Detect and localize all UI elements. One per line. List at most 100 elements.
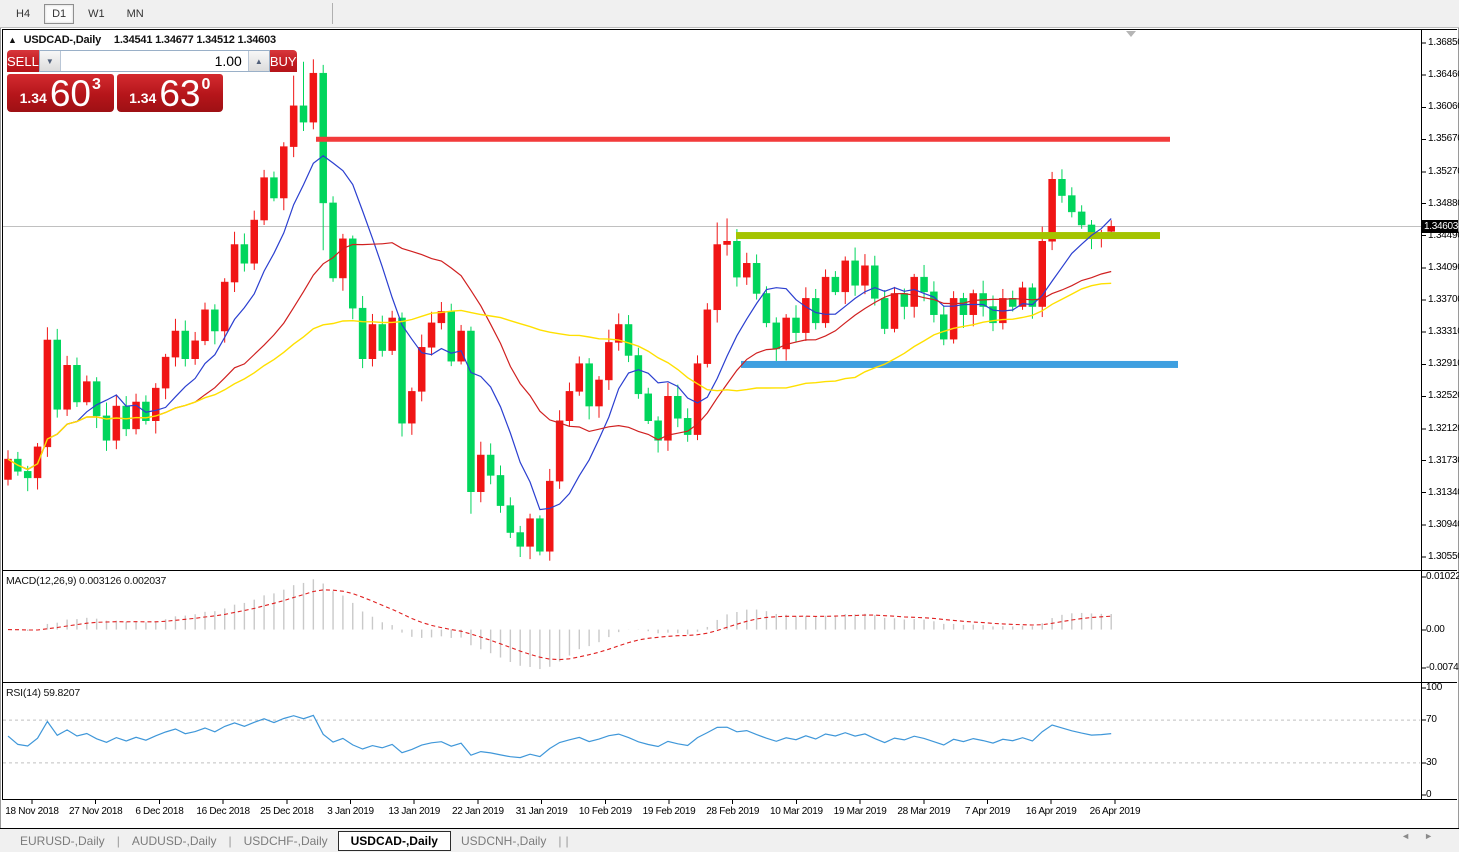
timeframe-button-w1[interactable]: W1 bbox=[88, 7, 105, 20]
buy-button-label: BUY bbox=[269, 53, 297, 69]
date-axis-label: 25 Dec 2018 bbox=[260, 806, 314, 817]
moving-average-line bbox=[7, 155, 1112, 511]
date-axis-label: 19 Feb 2019 bbox=[642, 806, 696, 817]
rsi-indicator-label: RSI(14) 59.8207 bbox=[6, 687, 81, 699]
current-price-tag: 1.34603 bbox=[1422, 220, 1458, 233]
rsi-line bbox=[7, 714, 1112, 759]
date-axis-label: 22 Jan 2019 bbox=[452, 806, 504, 817]
date-axis-label: 26 Apr 2019 bbox=[1089, 806, 1141, 817]
date-axis-label: 19 Mar 2019 bbox=[833, 806, 887, 817]
rsi-axis-label: 0 bbox=[1426, 789, 1432, 800]
chart-shift-marker-icon bbox=[1126, 31, 1136, 37]
date-axis-label: 6 Dec 2018 bbox=[135, 806, 184, 817]
date-axis-label: 3 Jan 2019 bbox=[327, 806, 374, 817]
tab-separator: | bbox=[558, 833, 562, 848]
tab-separator: | bbox=[116, 833, 120, 848]
chart-symbol-label: USDCAD-,Daily bbox=[23, 34, 102, 46]
timeframe-button-h4[interactable]: H4 bbox=[16, 7, 31, 20]
price-axis-label: 1.32120 bbox=[1428, 422, 1459, 434]
rsi-axis-label: 70 bbox=[1426, 714, 1437, 725]
date-axis-label: 16 Apr 2019 bbox=[1025, 806, 1077, 817]
date-axis-label: 16 Dec 2018 bbox=[196, 806, 250, 817]
current-price-value: 1.34603 bbox=[1424, 221, 1459, 232]
horizontal-level-line bbox=[741, 360, 1178, 368]
date-axis-label: 13 Jan 2019 bbox=[388, 806, 441, 817]
timeframe-button-group: H4 D1 W1 MN bbox=[8, 3, 158, 24]
tab-eurusd[interactable]: EURUSD-,Daily bbox=[20, 833, 105, 848]
date-axis-label: 28 Feb 2019 bbox=[706, 806, 760, 817]
price-axis-label: 1.32910 bbox=[1428, 358, 1459, 370]
sell-price-pips: 60 bbox=[49, 73, 91, 114]
tab-scroll-right-icon[interactable]: ► bbox=[1424, 831, 1433, 841]
tab-separator: | bbox=[228, 833, 232, 848]
date-axis-label: 27 Nov 2018 bbox=[68, 806, 123, 817]
timeframe-button-mn[interactable]: MN bbox=[126, 7, 144, 20]
date-axis-label: 18 Nov 2018 bbox=[5, 806, 59, 817]
chevron-up-icon: ▲ bbox=[254, 56, 263, 66]
price-axis-label: 1.33700 bbox=[1428, 294, 1459, 305]
price-axis-label: 1.34490 bbox=[1428, 229, 1459, 241]
tab-scroll-left-icon[interactable]: ◄ bbox=[1401, 831, 1411, 841]
buy-price-point: 0 bbox=[201, 76, 211, 93]
sell-price-handle: 1.34 bbox=[19, 90, 47, 106]
horizontal-level-line bbox=[736, 232, 1160, 240]
rsi-axis-label: 100 bbox=[1426, 682, 1443, 693]
price-axis-label: 1.36850 bbox=[1428, 37, 1459, 48]
horizontal-level-line bbox=[316, 136, 1170, 142]
sell-price-point: 3 bbox=[92, 76, 101, 93]
price-axis-label: 1.32520 bbox=[1428, 390, 1459, 402]
timeframe-toolbar: H4 D1 W1 MN bbox=[0, 0, 1459, 28]
macd-axis-label: 0.010229 bbox=[1426, 571, 1459, 582]
rsi-axis-label: 30 bbox=[1426, 757, 1437, 768]
sell-button[interactable]: SELL bbox=[7, 50, 39, 72]
symbol-tabs: EURUSD-,Daily | AUDUSD-,Daily | USDCHF-,Dail… bbox=[10, 830, 571, 851]
tab-usdcad[interactable]: USDCAD-,Daily bbox=[337, 830, 451, 851]
date-axis-label: 7 Apr 2019 bbox=[964, 806, 1011, 817]
price-axis-label: 1.34090 bbox=[1428, 262, 1459, 274]
moving-average-line bbox=[7, 282, 1112, 471]
volume-stepper: ▼ ▲ bbox=[38, 50, 270, 72]
toolbar-separator bbox=[332, 3, 333, 24]
buy-price-pips: 63 bbox=[159, 73, 201, 114]
price-axis-label: 1.35270 bbox=[1428, 165, 1459, 177]
macd-indicator-label: MACD(12,26,9) 0.003126 0.002037 bbox=[6, 575, 167, 587]
macd-signal-line bbox=[7, 589, 1112, 661]
macd-axis-label: -0.007477 bbox=[1426, 662, 1459, 673]
volume-increase-button[interactable]: ▲ bbox=[247, 51, 269, 71]
chart-title: ▲ USDCAD-,Daily 1.34541 1.34677 1.34512 … bbox=[8, 34, 276, 46]
tab-usdchf[interactable]: USDCHF-,Daily bbox=[243, 833, 328, 848]
tab-audusd[interactable]: AUDUSD-,Daily bbox=[131, 833, 217, 848]
price-axis-label: 1.34880 bbox=[1428, 197, 1459, 209]
sell-price-button[interactable]: 1.34 60 3 bbox=[7, 74, 114, 112]
collapse-arrow-icon[interactable]: ▲ bbox=[8, 35, 17, 45]
price-axis-label: 1.31340 bbox=[1428, 486, 1459, 498]
date-axis-label: 10 Feb 2019 bbox=[578, 806, 632, 817]
price-axis-label: 1.36460 bbox=[1428, 68, 1459, 80]
buy-price-handle: 1.34 bbox=[129, 90, 157, 106]
symbol-tab-bar: EURUSD-,Daily | AUDUSD-,Daily | USDCHF-,Dail… bbox=[0, 829, 1459, 852]
price-axis-label: 1.36060 bbox=[1428, 101, 1459, 113]
volume-decrease-button[interactable]: ▼ bbox=[39, 51, 61, 71]
price-axis-label: 1.35670 bbox=[1428, 133, 1459, 145]
buy-price-button[interactable]: 1.34 63 0 bbox=[116, 73, 223, 114]
sell-button-label: SELL bbox=[7, 53, 39, 69]
chevron-down-icon: ▼ bbox=[45, 56, 54, 66]
volume-input[interactable] bbox=[60, 51, 248, 71]
price-axis-label: 1.30940 bbox=[1428, 519, 1459, 531]
timeframe-button-d1[interactable]: D1 bbox=[44, 3, 75, 24]
price-axis-label: 1.33310 bbox=[1428, 325, 1459, 337]
one-click-trade-panel: SELL ▼ ▲ BUY 1.34 60 3 1.34 63 0 bbox=[7, 50, 297, 114]
date-axis-label: 10 Mar 2019 bbox=[769, 806, 823, 817]
chart-ohlc-values: 1.34541 1.34677 1.34512 1.34603 bbox=[113, 34, 276, 46]
buy-button[interactable]: BUY bbox=[269, 50, 297, 72]
tab-scroller: ◄ ► bbox=[1401, 831, 1433, 841]
date-axis-label: 31 Jan 2019 bbox=[515, 806, 568, 817]
price-axis-label: 1.31730 bbox=[1428, 454, 1459, 466]
tab-usdcnh[interactable]: USDCNH-,Daily bbox=[460, 833, 547, 848]
macd-axis-label: 0.00 bbox=[1426, 624, 1445, 635]
candlesticks bbox=[4, 59, 1115, 561]
date-axis-label: 28 Mar 2019 bbox=[897, 806, 951, 817]
